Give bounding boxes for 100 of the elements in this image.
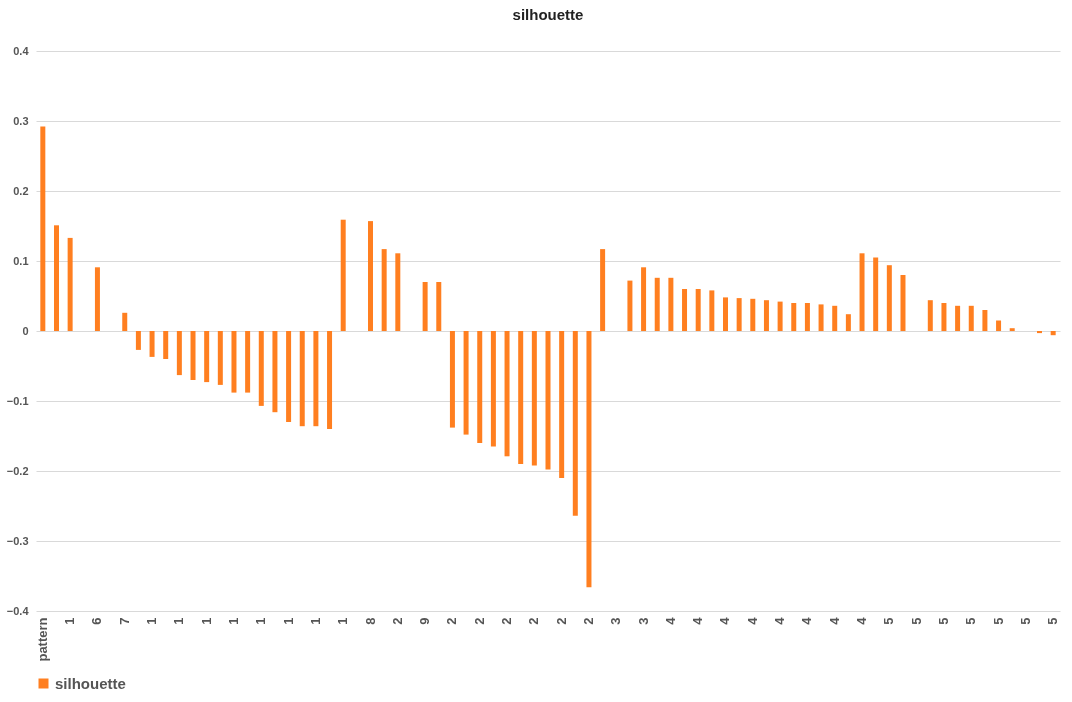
x-tick-label: 1	[225, 617, 241, 625]
x-tick-label: 1	[253, 617, 269, 625]
y-tick-label: 0.3	[13, 114, 29, 127]
x-tick-label: 7	[116, 617, 132, 625]
x-tick-label: 4	[744, 616, 760, 625]
x-tick-label: 9	[417, 617, 433, 625]
x-tick-label: 1	[307, 617, 323, 625]
x-tick-label: 5	[990, 617, 1006, 625]
bar	[1009, 328, 1015, 331]
bar	[682, 289, 688, 331]
bar	[245, 331, 251, 393]
bar	[845, 314, 851, 331]
bar	[163, 331, 169, 359]
bar	[436, 282, 442, 331]
x-tick-label: 1	[62, 617, 78, 625]
bar	[955, 305, 961, 331]
bar	[258, 331, 264, 406]
bar	[941, 303, 947, 331]
bar	[94, 267, 100, 331]
y-tick-label: −0.4	[6, 604, 30, 617]
bar	[545, 331, 551, 470]
bar	[750, 298, 756, 331]
bar	[67, 237, 73, 331]
bar	[627, 280, 633, 331]
bar	[53, 225, 59, 331]
x-tick-label: 4	[662, 616, 678, 625]
x-tick-label: 4	[772, 616, 788, 625]
bar	[204, 331, 210, 383]
x-tick-label: 2	[553, 617, 569, 625]
bar	[504, 331, 510, 457]
x-tick-label: 5	[1017, 617, 1033, 625]
bar	[518, 331, 524, 464]
bar	[40, 126, 46, 331]
bar	[135, 331, 141, 350]
x-tick-label: 5	[908, 617, 924, 625]
legend-label: silhouette	[55, 674, 126, 692]
y-tick-label: 0	[22, 324, 29, 337]
x-tick-label: 5	[963, 617, 979, 625]
y-tick-label: 0.1	[13, 254, 29, 267]
bar	[586, 331, 592, 588]
x-tick-label: 8	[362, 617, 378, 625]
bar	[190, 331, 196, 380]
bar	[763, 300, 769, 331]
bar	[968, 305, 974, 331]
x-tick-label: 2	[389, 617, 405, 625]
x-tick-label: 1	[280, 617, 296, 625]
bar	[600, 249, 606, 331]
bar	[736, 298, 742, 331]
x-tick-label: 4	[690, 616, 706, 625]
bar	[900, 275, 906, 331]
bar	[422, 282, 428, 331]
bar	[695, 289, 701, 331]
bar	[340, 219, 346, 331]
bar	[381, 249, 387, 331]
bar	[818, 304, 824, 331]
bar	[982, 310, 988, 331]
x-tick-label: 1	[171, 617, 187, 625]
bar	[668, 277, 674, 331]
y-tick-label: 0.2	[13, 184, 29, 197]
bar	[327, 331, 333, 429]
x-tick-label: pattern	[34, 617, 50, 662]
bar	[572, 331, 578, 516]
bar	[286, 331, 292, 422]
bar	[559, 331, 565, 478]
bar	[313, 331, 319, 427]
bar	[149, 331, 155, 357]
bar	[395, 253, 401, 331]
bar	[709, 290, 715, 331]
bar	[463, 331, 469, 435]
bar	[217, 331, 223, 385]
x-tick-label: 4	[799, 616, 815, 625]
x-tick-label: 4	[826, 616, 842, 625]
x-tick-label: 2	[526, 617, 542, 625]
x-tick-label: 3	[635, 617, 651, 625]
x-tick-label: 5	[881, 617, 897, 625]
x-tick-label: 2	[471, 617, 487, 625]
bar	[272, 331, 278, 413]
x-tick-label: 2	[499, 617, 515, 625]
bar	[886, 265, 892, 331]
chart-title: silhouette	[512, 6, 584, 23]
bar	[231, 331, 237, 393]
bar	[873, 257, 879, 331]
bar	[1050, 331, 1056, 336]
y-tick-label: 0.4	[13, 44, 30, 57]
bar	[777, 301, 783, 331]
bar	[927, 300, 933, 331]
x-tick-label: 3	[608, 617, 624, 625]
bar	[490, 331, 496, 447]
bar	[654, 277, 660, 331]
y-tick-label: −0.1	[6, 394, 29, 407]
x-tick-label: 4	[717, 616, 733, 625]
x-tick-label: 5	[1045, 617, 1061, 625]
x-tick-label: 1	[144, 617, 160, 625]
bar	[996, 320, 1002, 331]
x-tick-label: 2	[580, 617, 596, 625]
bar	[859, 253, 865, 331]
bar	[122, 312, 128, 331]
y-tick-label: −0.3	[6, 534, 29, 547]
bar	[531, 331, 537, 466]
y-tick-label: −0.2	[6, 464, 29, 477]
